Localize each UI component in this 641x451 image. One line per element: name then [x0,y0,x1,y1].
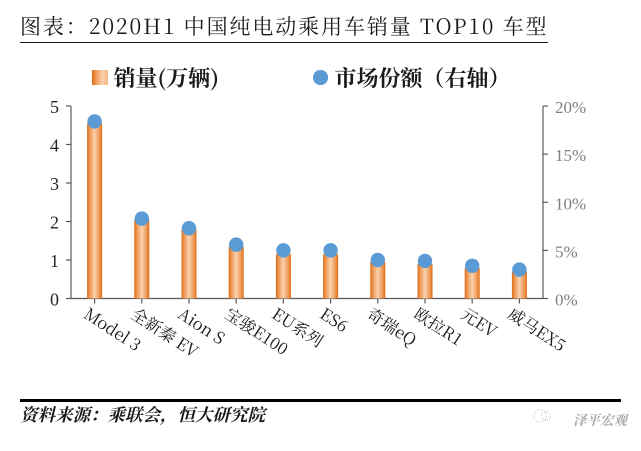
svg-text:0%: 0% [555,291,578,310]
svg-text:5: 5 [50,97,59,117]
svg-text:20%: 20% [555,98,586,117]
svg-text:0: 0 [50,290,59,310]
svg-text:4: 4 [50,136,59,156]
svg-text:15%: 15% [555,146,586,165]
svg-text:1: 1 [50,251,59,271]
svg-text:3: 3 [50,174,59,194]
svg-text:10%: 10% [555,194,586,213]
svg-text:5%: 5% [555,242,578,261]
svg-text:2: 2 [50,213,59,233]
